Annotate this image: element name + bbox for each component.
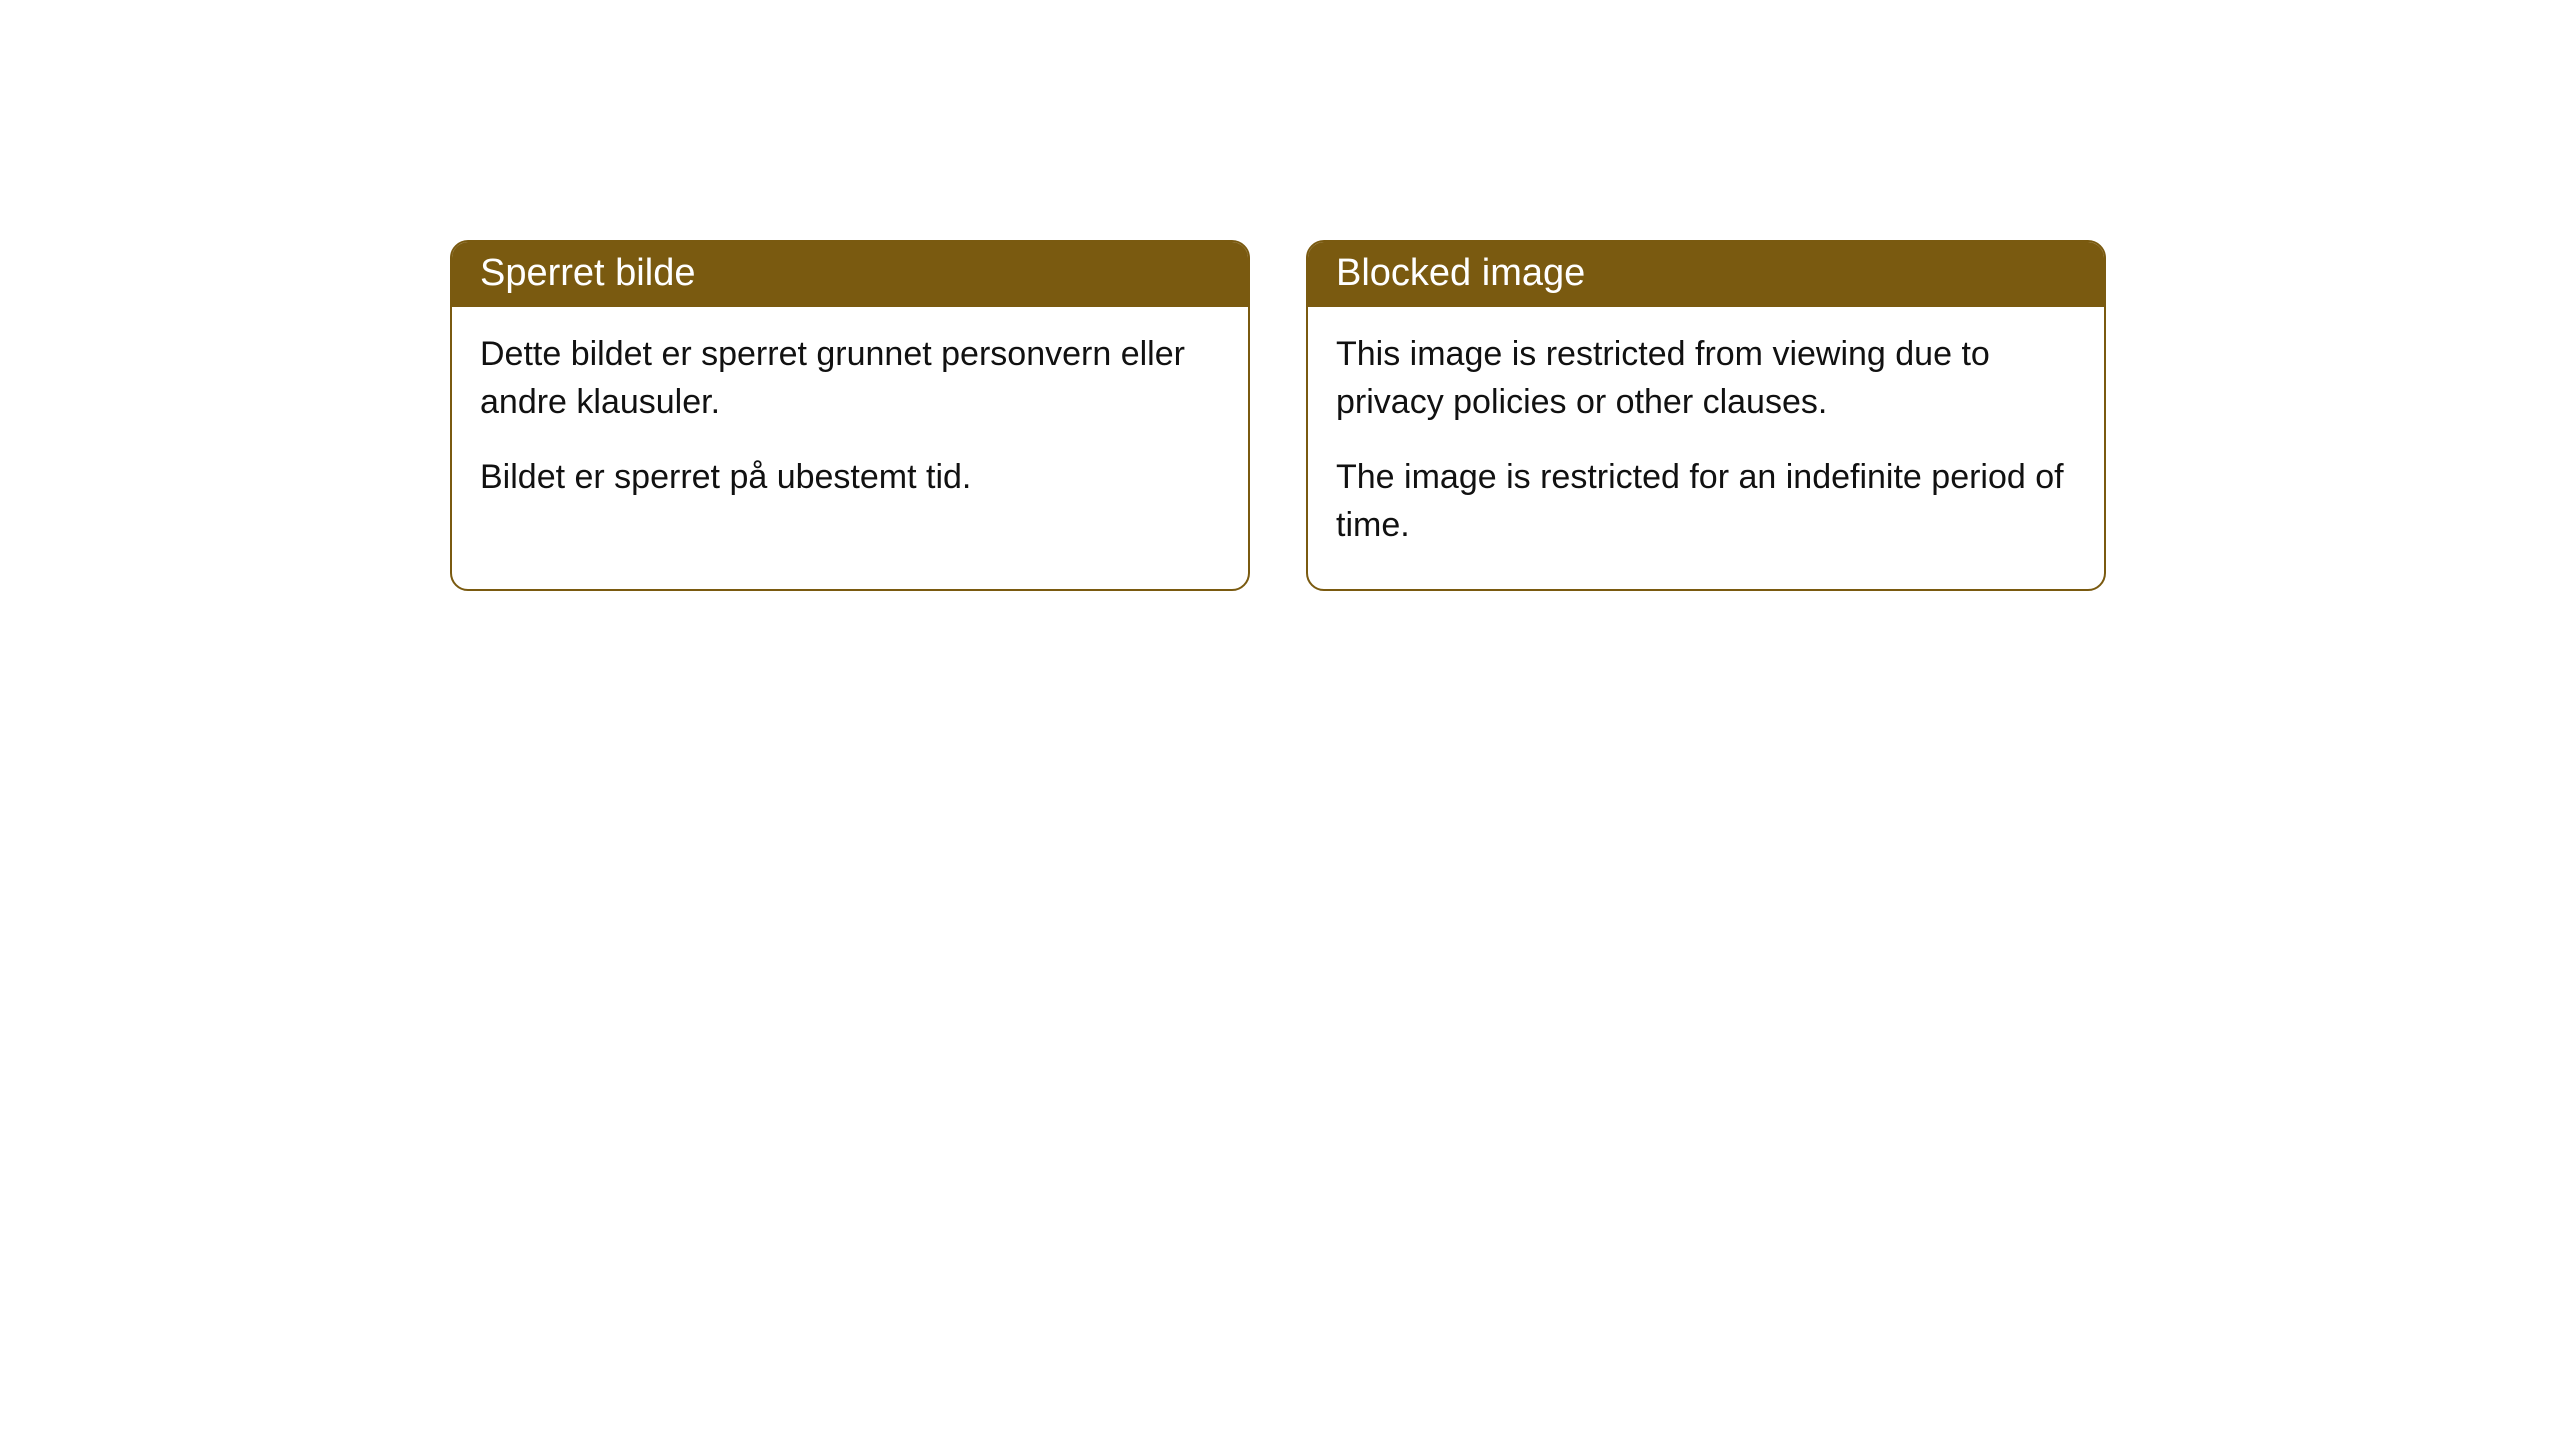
card-header: Blocked image xyxy=(1308,242,2104,307)
card-body: Dette bildet er sperret grunnet personve… xyxy=(452,307,1248,542)
blocked-image-card-norwegian: Sperret bilde Dette bildet er sperret gr… xyxy=(450,240,1250,591)
card-paragraph: Dette bildet er sperret grunnet personve… xyxy=(480,331,1220,426)
card-body: This image is restricted from viewing du… xyxy=(1308,307,2104,589)
card-paragraph: The image is restricted for an indefinit… xyxy=(1336,454,2076,549)
card-header: Sperret bilde xyxy=(452,242,1248,307)
blocked-image-card-english: Blocked image This image is restricted f… xyxy=(1306,240,2106,591)
notice-cards-container: Sperret bilde Dette bildet er sperret gr… xyxy=(450,240,2560,591)
card-paragraph: Bildet er sperret på ubestemt tid. xyxy=(480,454,1220,502)
card-title: Sperret bilde xyxy=(480,252,695,294)
card-paragraph: This image is restricted from viewing du… xyxy=(1336,331,2076,426)
card-title: Blocked image xyxy=(1336,252,1585,294)
